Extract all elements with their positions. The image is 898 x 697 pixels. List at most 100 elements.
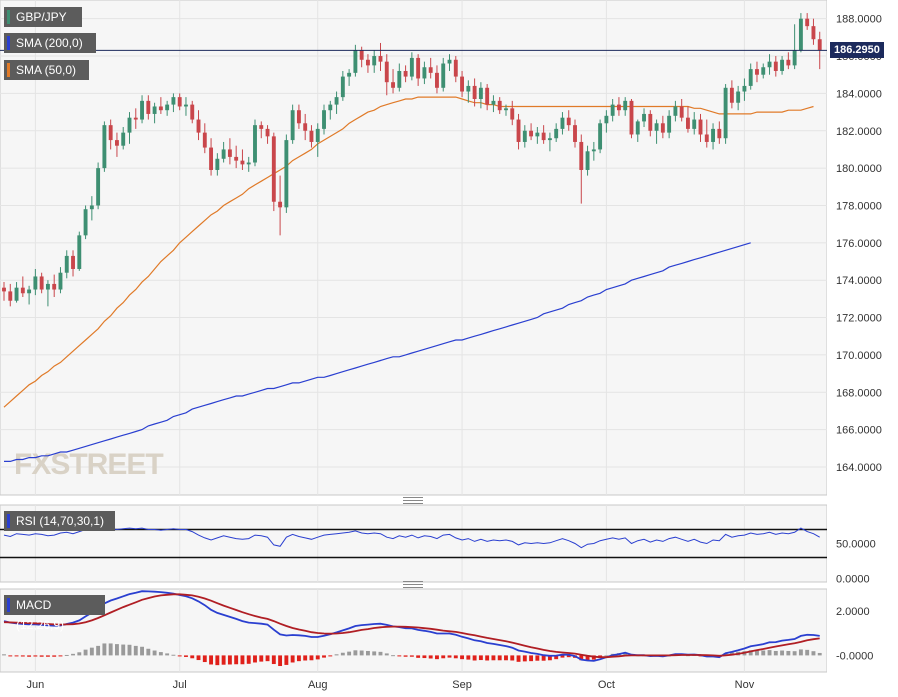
candle-body bbox=[397, 70, 402, 88]
candle-body bbox=[140, 100, 144, 120]
candle-body bbox=[315, 128, 320, 142]
macd-histogram-bar bbox=[340, 652, 345, 656]
macd-histogram-bar bbox=[322, 655, 326, 658]
candle-body bbox=[817, 39, 822, 51]
macd-histogram-bar bbox=[798, 649, 803, 656]
macd-histogram-bar bbox=[14, 655, 19, 657]
candle-body bbox=[547, 138, 552, 141]
candle-body bbox=[673, 106, 678, 116]
sma200-swatch bbox=[7, 36, 10, 50]
sma50-swatch bbox=[7, 63, 10, 77]
macd-histogram-bar bbox=[184, 655, 188, 657]
legend-rsi[interactable]: RSI (14,70,30,1) bbox=[4, 511, 115, 531]
legend-symbol[interactable]: GBP/JPY bbox=[4, 7, 82, 27]
x-tick-label: Nov bbox=[735, 679, 755, 691]
macd-histogram-bar bbox=[209, 655, 214, 665]
candle-body bbox=[748, 69, 753, 86]
candle-body bbox=[227, 149, 232, 157]
macd-histogram-bar bbox=[33, 655, 38, 657]
macd-histogram-bar bbox=[39, 655, 44, 657]
candle-body bbox=[184, 104, 188, 107]
candle-body bbox=[152, 106, 157, 114]
candle-body bbox=[566, 117, 571, 126]
candle-body bbox=[158, 106, 163, 111]
candle-body bbox=[711, 128, 715, 142]
price-y-tick-label: 176.0000 bbox=[836, 238, 882, 250]
candle-body bbox=[146, 100, 151, 114]
macd-histogram-bar bbox=[422, 655, 427, 659]
macd-histogram-bar bbox=[767, 650, 772, 656]
price-y-tick-label: 166.0000 bbox=[836, 425, 882, 437]
candle-body bbox=[171, 97, 176, 105]
rsi-swatch bbox=[7, 514, 10, 528]
x-tick-label: Jun bbox=[26, 679, 44, 691]
macd-histogram-bar bbox=[240, 655, 245, 665]
candle-body bbox=[177, 97, 182, 107]
candle-body bbox=[485, 87, 490, 105]
candle-body bbox=[717, 128, 722, 139]
macd-histogram-bar bbox=[416, 655, 421, 658]
macd-histogram-bar bbox=[805, 649, 810, 656]
macd-histogram-bar bbox=[127, 644, 132, 656]
macd-histogram-bar bbox=[748, 650, 753, 656]
candle-body bbox=[328, 104, 333, 111]
legend-sma50[interactable]: SMA (50,0) bbox=[4, 60, 89, 80]
candle-body bbox=[196, 119, 201, 133]
candle-body bbox=[284, 140, 289, 208]
candle-body bbox=[83, 209, 88, 236]
macd-histogram-bar bbox=[409, 655, 414, 657]
macd-histogram-bar bbox=[347, 651, 352, 656]
macd-histogram-bar bbox=[278, 655, 283, 667]
candle-body bbox=[654, 123, 659, 131]
candle-body bbox=[359, 50, 364, 60]
macd-histogram-bar bbox=[491, 655, 496, 661]
macd-histogram-bar bbox=[234, 655, 239, 665]
candle-body bbox=[403, 70, 408, 77]
pane-resize-handle-rsi[interactable] bbox=[403, 497, 423, 504]
rsi-y-tick-label: 0.0000 bbox=[836, 574, 870, 586]
candle-body bbox=[811, 26, 816, 40]
candle-body bbox=[635, 121, 640, 135]
macd-histogram-bar bbox=[560, 655, 565, 658]
pane-resize-handle-macd[interactable] bbox=[403, 581, 423, 588]
price-y-tick-label: 168.0000 bbox=[836, 387, 882, 399]
x-tick-label: Oct bbox=[598, 679, 615, 691]
candle-body bbox=[491, 100, 496, 105]
candle-body bbox=[686, 117, 690, 129]
candle-body bbox=[529, 130, 534, 137]
candle-body bbox=[447, 59, 452, 64]
symbol-swatch bbox=[7, 10, 10, 24]
candle-body bbox=[2, 287, 6, 292]
price-y-tick-label: 170.0000 bbox=[836, 350, 882, 362]
macd-histogram-bar bbox=[71, 653, 75, 656]
candle-body bbox=[428, 67, 433, 73]
macd-histogram-bar bbox=[792, 651, 797, 656]
price-y-tick-label: 172.0000 bbox=[836, 313, 882, 325]
macd-histogram-bar bbox=[309, 655, 314, 661]
macd-histogram-bar bbox=[541, 655, 546, 661]
macd-histogram-bar bbox=[497, 655, 502, 661]
macd-histogram-bar bbox=[604, 655, 609, 657]
candle-body bbox=[679, 106, 684, 118]
x-tick-label: Jul bbox=[173, 679, 187, 691]
candle-body bbox=[435, 72, 439, 88]
macd-histogram-bar bbox=[817, 652, 822, 656]
y-axis-bg bbox=[827, 0, 898, 697]
candle-body bbox=[648, 113, 653, 131]
candle-body bbox=[504, 108, 508, 111]
macd-histogram-bar bbox=[165, 653, 170, 656]
candle-body bbox=[554, 128, 559, 139]
legend-macd[interactable]: MACD (12,26,9) bbox=[4, 595, 105, 632]
macd-histogram-bar bbox=[780, 650, 785, 656]
candle-body bbox=[391, 82, 395, 88]
candle-body bbox=[378, 56, 383, 62]
macd-histogram-bar bbox=[428, 655, 433, 659]
legend-sma200[interactable]: SMA (200,0) bbox=[4, 33, 96, 53]
macd-histogram-bar bbox=[265, 655, 270, 662]
macd-histogram-bar bbox=[2, 654, 6, 656]
candle-body bbox=[303, 123, 308, 131]
candle-body bbox=[221, 149, 226, 159]
candle-body bbox=[767, 61, 772, 68]
macd-histogram-bar bbox=[27, 655, 32, 657]
macd-histogram-bar bbox=[271, 655, 276, 665]
